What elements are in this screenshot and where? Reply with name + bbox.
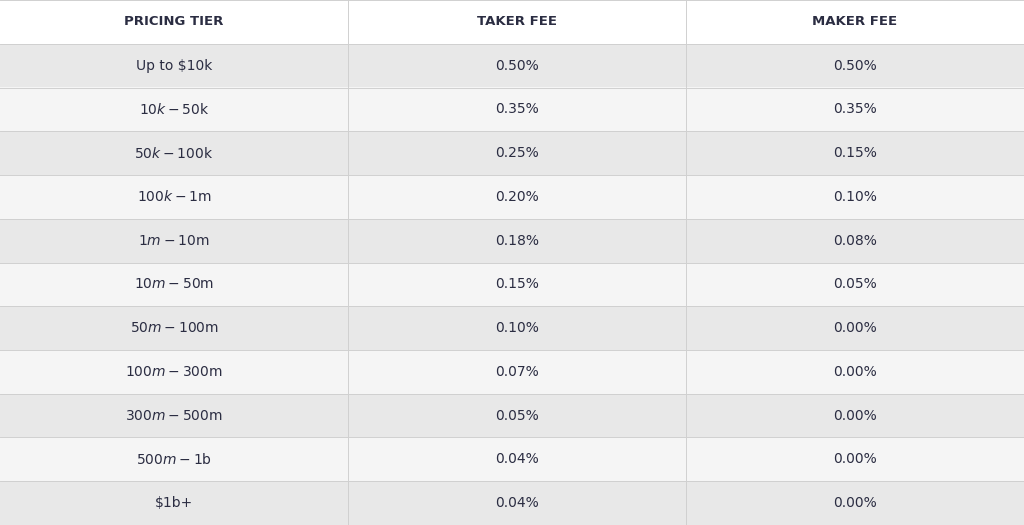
- Bar: [686, 481, 1024, 525]
- Text: $500m - $1b: $500m - $1b: [136, 452, 212, 467]
- Bar: [686, 175, 1024, 219]
- Bar: [0, 262, 348, 306]
- Text: 0.35%: 0.35%: [834, 102, 877, 117]
- Bar: [0, 131, 348, 175]
- Text: $300m - $500m: $300m - $500m: [125, 408, 223, 423]
- Text: $100k - $1m: $100k - $1m: [137, 190, 211, 204]
- Text: TAKER FEE: TAKER FEE: [477, 15, 557, 28]
- Text: $10m - $50m: $10m - $50m: [134, 277, 214, 291]
- Text: PRICING TIER: PRICING TIER: [124, 15, 224, 28]
- Text: 0.10%: 0.10%: [496, 321, 539, 335]
- Text: 0.18%: 0.18%: [496, 234, 539, 248]
- Bar: [0, 350, 348, 394]
- Bar: [686, 350, 1024, 394]
- Text: MAKER FEE: MAKER FEE: [812, 15, 898, 28]
- Bar: [348, 219, 686, 262]
- Bar: [686, 219, 1024, 262]
- Text: 0.50%: 0.50%: [834, 59, 877, 72]
- Bar: [348, 437, 686, 481]
- Bar: [348, 481, 686, 525]
- Text: 0.20%: 0.20%: [496, 190, 539, 204]
- Text: 0.00%: 0.00%: [834, 453, 877, 466]
- Text: 0.08%: 0.08%: [834, 234, 877, 248]
- Text: 0.35%: 0.35%: [496, 102, 539, 117]
- Bar: [348, 131, 686, 175]
- Bar: [686, 131, 1024, 175]
- Text: $1m - $10m: $1m - $10m: [138, 234, 210, 248]
- Text: 0.04%: 0.04%: [496, 496, 539, 510]
- Text: 0.10%: 0.10%: [834, 190, 877, 204]
- Text: 0.00%: 0.00%: [834, 365, 877, 379]
- Bar: [686, 0, 1024, 44]
- Bar: [348, 350, 686, 394]
- Bar: [0, 437, 348, 481]
- Text: $50k - $100k: $50k - $100k: [134, 145, 214, 161]
- Text: 0.00%: 0.00%: [834, 408, 877, 423]
- Bar: [0, 481, 348, 525]
- Bar: [686, 44, 1024, 88]
- Text: 0.15%: 0.15%: [834, 146, 877, 160]
- Text: 0.04%: 0.04%: [496, 453, 539, 466]
- Bar: [686, 88, 1024, 131]
- Text: 0.25%: 0.25%: [496, 146, 539, 160]
- Text: 0.00%: 0.00%: [834, 496, 877, 510]
- Text: $1b+: $1b+: [155, 496, 194, 510]
- Bar: [0, 175, 348, 219]
- Text: $10k - $50k: $10k - $50k: [139, 102, 209, 117]
- Bar: [0, 44, 348, 88]
- Bar: [0, 306, 348, 350]
- Text: 0.15%: 0.15%: [496, 277, 539, 291]
- Text: 0.50%: 0.50%: [496, 59, 539, 72]
- Text: 0.07%: 0.07%: [496, 365, 539, 379]
- Text: 0.00%: 0.00%: [834, 321, 877, 335]
- Text: 0.05%: 0.05%: [834, 277, 877, 291]
- Text: $50m - $100m: $50m - $100m: [130, 321, 218, 335]
- Bar: [348, 394, 686, 437]
- Bar: [348, 0, 686, 44]
- Bar: [686, 437, 1024, 481]
- Text: Up to $10k: Up to $10k: [136, 59, 212, 72]
- Bar: [0, 0, 348, 44]
- Bar: [348, 262, 686, 306]
- Bar: [0, 394, 348, 437]
- Text: $100m - $300m: $100m - $300m: [125, 365, 223, 379]
- Bar: [348, 306, 686, 350]
- Bar: [348, 88, 686, 131]
- Bar: [348, 44, 686, 88]
- Bar: [686, 394, 1024, 437]
- Bar: [348, 175, 686, 219]
- Bar: [0, 219, 348, 262]
- Bar: [686, 262, 1024, 306]
- Text: 0.05%: 0.05%: [496, 408, 539, 423]
- Bar: [0, 88, 348, 131]
- Bar: [686, 306, 1024, 350]
